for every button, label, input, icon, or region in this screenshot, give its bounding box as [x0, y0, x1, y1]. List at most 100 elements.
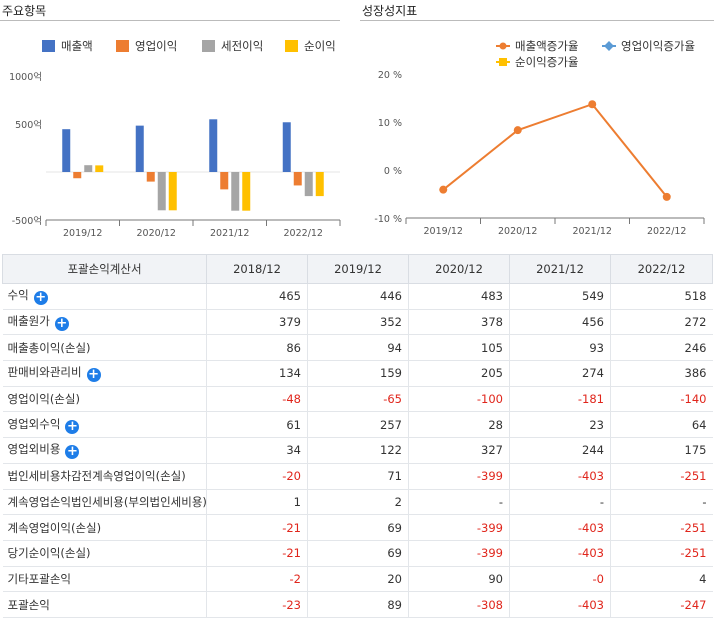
x-tick-label: 2021/12 [573, 226, 612, 237]
value-cell: - [408, 489, 510, 516]
row-label: 계속영업손익법인세비용(부의법인세비용) [7, 494, 207, 509]
header-period-cell: 2020/12 [408, 254, 510, 284]
legend-swatch-0 [42, 40, 55, 52]
x-tick-label: 2021/12 [210, 228, 249, 239]
expand-plus-icon[interactable]: + [65, 444, 80, 460]
x-tick-label: 2020/12 [137, 228, 176, 239]
row-label: 법인세비용차감전계속영업이익(손실) [7, 469, 186, 484]
row-label: 포괄손익 [7, 597, 50, 612]
value-cell: -251 [610, 540, 713, 567]
table-row: 영업외비용 +34 122 327 244 175 [2, 437, 713, 464]
value-cell: 134 [206, 360, 308, 387]
value-cell: 159 [307, 360, 409, 387]
value-cell: 71 [307, 463, 409, 490]
y-tick-label: -500억 [12, 215, 42, 227]
value-cell: -140 [610, 386, 713, 413]
value-cell: 465 [206, 283, 308, 310]
value-cell: 69 [307, 540, 409, 567]
bar-2-3 [304, 172, 313, 197]
bar-3-2 [242, 172, 251, 211]
bar-1-1 [146, 172, 155, 182]
expand-plus-icon[interactable]: + [33, 290, 48, 306]
value-cell: 518 [610, 283, 713, 310]
value-cell: 34 [206, 437, 308, 464]
y-tick-label: 0 % [384, 166, 402, 177]
value-cell: 379 [206, 309, 308, 336]
value-cell: -403 [509, 463, 611, 490]
series-line-0 [442, 103, 668, 198]
value-cell: -0 [509, 566, 611, 593]
value-cell: 93 [509, 334, 611, 362]
value-cell: 244 [509, 437, 611, 464]
value-cell: 23 [509, 411, 611, 439]
value-cell: -251 [610, 463, 713, 490]
expand-plus-icon[interactable]: + [86, 367, 101, 383]
table-row: 영업이익(손실) -48 -65 -100 -181 -140 [2, 386, 713, 413]
legend-swatch-2 [202, 40, 215, 52]
value-cell: 28 [408, 411, 510, 439]
row-label: 영업이익(손실) [7, 392, 80, 407]
value-cell: 64 [610, 411, 713, 439]
value-cell: -100 [408, 386, 510, 413]
row-label-cell: 계속영업손익법인세비용(부의법인세비용) [2, 489, 207, 516]
value-cell: 86 [206, 334, 308, 362]
value-cell: - [509, 489, 611, 516]
value-cell: 205 [408, 360, 510, 387]
left-section-title: 주요항목 [2, 4, 47, 18]
row-label-cell: 영업외비용 + [2, 437, 207, 464]
header-period-cell: 2018/12 [206, 254, 308, 284]
row-label: 수익 [7, 288, 29, 303]
legend-label-1: 영업이익증가율 [621, 39, 695, 53]
row-label-cell: 영업이익(손실) [2, 386, 207, 413]
value-cell: -21 [206, 540, 308, 567]
bar-0-2 [209, 119, 218, 172]
value-cell: 352 [307, 309, 409, 336]
row-label: 판매비와관리비 [7, 365, 82, 380]
value-cell: 246 [610, 334, 713, 362]
legend-marker-0 [499, 42, 507, 50]
bar-0-3 [282, 122, 291, 172]
value-cell: 483 [408, 283, 510, 310]
row-label: 매출원가 [7, 314, 50, 329]
value-cell: 89 [307, 591, 409, 618]
bar-chart: 매출액 영업이익 세전이익 순이익 1000억 500억 -500억 2019/12 2020/… [9, 39, 341, 239]
row-label: 기타포괄손익 [7, 571, 71, 586]
legend-label-1: 영업이익 [135, 39, 177, 53]
table-row: 당기순이익(손실) -21 69 -399 -403 -251 [2, 540, 713, 567]
bar-3-1 [168, 172, 177, 211]
header-period-cell: 2019/12 [307, 254, 409, 284]
value-cell: 105 [408, 334, 510, 362]
value-cell: 327 [408, 437, 510, 464]
y-tick-label: 10 % [378, 118, 402, 129]
legend-label-0: 매출액 [61, 39, 93, 53]
value-cell: -399 [408, 514, 510, 541]
table-row: 계속영업손익법인세비용(부의법인세비용) 1 2- - - [2, 489, 713, 516]
legend-label-2: 세전이익 [221, 39, 263, 53]
value-cell: 61 [206, 411, 308, 439]
y-tick-label: -10 % [374, 214, 402, 225]
expand-plus-icon[interactable]: + [65, 418, 80, 434]
x-tick-label: 2020/12 [498, 226, 537, 237]
row-label-cell: 매출총이익(손실) [2, 334, 207, 362]
table-row: 영업외수익 +61 257 28 23 64 [2, 411, 713, 439]
row-label-cell: 판매비와관리비 + [2, 360, 207, 387]
value-cell: 272 [610, 309, 713, 336]
value-cell: 2 [307, 489, 409, 516]
table-header-row: 포괄손익계산서 2018/12 2019/12 2020/12 2021/12 2022/… [2, 254, 713, 284]
row-label: 영업외수익 [7, 416, 61, 431]
table-row: 법인세비용차감전계속영업이익(손실) -20 71 -399 -403 -251 [2, 463, 713, 490]
row-label: 당기순이익(손실) [7, 546, 91, 561]
bar-3-0 [95, 165, 104, 172]
value-cell: 4 [610, 566, 713, 593]
value-cell: -403 [509, 514, 611, 541]
value-cell: 549 [509, 283, 611, 310]
value-cell: 90 [408, 566, 510, 593]
expand-plus-icon[interactable]: + [54, 316, 69, 332]
value-cell: 69 [307, 514, 409, 541]
right-title-divider [360, 20, 714, 21]
legend-marker-2 [499, 58, 507, 66]
table-row: 판매비와관리비 +134 159 205 274 386 [2, 360, 713, 387]
point-0-2 [588, 100, 597, 109]
value-cell: -23 [206, 591, 308, 618]
bar-1-3 [293, 172, 302, 186]
